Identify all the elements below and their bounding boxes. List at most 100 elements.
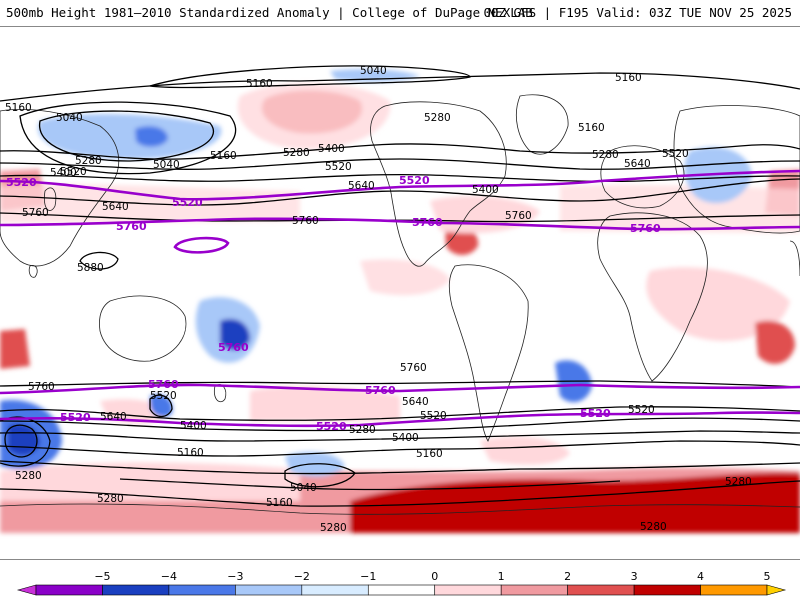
colorbar-swatch xyxy=(235,584,303,596)
contour-label: 5520 xyxy=(150,390,177,402)
contour-label: 5160 xyxy=(246,78,273,90)
coast-india xyxy=(789,240,800,277)
colorbar-swatch xyxy=(35,584,103,596)
contour-5160-north xyxy=(0,72,800,102)
map-title: 500mb Height 1981–2010 Standardized Anom… xyxy=(6,5,533,20)
contour-antarctic-5160 xyxy=(119,478,621,491)
contour-label: 5280 xyxy=(97,493,124,505)
contour-label: 5160 xyxy=(578,122,605,134)
contour-label: 5280 xyxy=(725,476,752,488)
purple-contour-label: 5760 xyxy=(148,378,179,391)
contour-label: 5400 xyxy=(50,167,77,179)
contour-label: 5400 xyxy=(392,432,419,444)
contour-label: 5640 xyxy=(402,396,429,408)
contour-5040-south-loop xyxy=(284,463,356,488)
purple-contour-5520-south xyxy=(0,411,800,428)
purple-contour-label: 5760 xyxy=(630,222,661,235)
colorbar-swatch xyxy=(766,584,787,596)
contour-label: 5640 xyxy=(100,411,127,423)
anomaly-positive-tropics xyxy=(360,259,450,296)
contour-label: 5760 xyxy=(22,207,49,219)
contour-label: 5160 xyxy=(615,72,642,84)
contour-5760-north xyxy=(0,212,800,223)
purple-contour-label: 5760 xyxy=(218,341,249,354)
colorbar-tick-label: −3 xyxy=(227,570,243,583)
contour-5400-band xyxy=(0,158,800,170)
colorbar-tick-label: −5 xyxy=(94,570,110,583)
anomaly-negative-south-pacific-core xyxy=(220,319,250,351)
colorbar-tick-label: −2 xyxy=(294,570,310,583)
purple-contour-5760-north xyxy=(0,217,800,231)
purple-label-group: 5520 5520 5520 5760 5760 5760 5760 5760 … xyxy=(6,174,661,433)
coast-japan xyxy=(43,187,57,211)
coastlines xyxy=(0,94,800,515)
colorbar-swatch xyxy=(367,584,436,596)
anomaly-negative-pacific-small xyxy=(150,394,173,418)
contour-5640-south xyxy=(0,406,800,421)
contour-label: 5160 xyxy=(210,150,237,162)
contour-label: 5400 xyxy=(472,184,499,196)
contour-label: 5040 xyxy=(56,112,83,124)
colorbar-swatch xyxy=(500,584,568,596)
contour-5880-loop xyxy=(79,251,119,270)
colorbar-tick-label: 2 xyxy=(564,570,571,583)
anomaly-positive-indian-ocean xyxy=(755,320,795,364)
contour-label: 5280 xyxy=(320,522,347,534)
purple-contour-5760-south xyxy=(0,383,800,395)
coast-antarctica xyxy=(0,503,800,515)
contour-label: 5280 xyxy=(592,149,619,161)
anomaly-positive-south-atlantic xyxy=(480,436,570,465)
contour-5760-south xyxy=(0,380,800,388)
contour-5160-loop xyxy=(19,101,237,175)
colorbar-swatches xyxy=(16,584,787,596)
contour-label: 5400 xyxy=(180,420,207,432)
purple-contour-label: 5520 xyxy=(6,176,37,189)
colorbar-swatch xyxy=(168,584,236,596)
colorbar-swatch xyxy=(16,584,37,596)
contour-label: 5160 xyxy=(416,448,443,460)
contour-label: 5160 xyxy=(5,102,32,114)
anomaly-positive-south-pacific xyxy=(250,386,400,421)
colorbar-tick-label: −4 xyxy=(161,570,177,583)
contour-label: 5040 xyxy=(153,159,180,171)
coast-africa xyxy=(597,212,708,382)
contour-south-pacific-loop xyxy=(149,394,173,418)
contour-label: 5040 xyxy=(360,65,387,77)
contour-label: 5760 xyxy=(505,210,532,222)
height-contours xyxy=(0,65,800,507)
contour-label: 5880 xyxy=(77,262,104,274)
contour-label: 5280 xyxy=(424,112,451,124)
colorbar-swatch xyxy=(301,584,369,596)
anomaly-map: 5040 5160 5160 5160 5160 5040 5040 5160 … xyxy=(0,65,800,534)
anomaly-shading xyxy=(0,68,800,533)
coast-south-america xyxy=(448,264,529,442)
anomaly-positive-eu-band xyxy=(560,184,800,233)
contour-5400-south xyxy=(0,430,800,442)
contour-label: 5280 xyxy=(349,424,376,436)
contour-5040-low xyxy=(39,110,215,162)
contour-5640-band xyxy=(0,178,800,206)
purple-contour-label: 5520 xyxy=(60,411,91,424)
colorbar-swatch xyxy=(567,584,635,596)
contour-5160-south xyxy=(0,460,800,475)
contour-5280-band xyxy=(0,143,800,160)
contour-label: 5520 xyxy=(420,410,447,422)
contour-label: 5160 xyxy=(177,447,204,459)
anomaly-positive-africa xyxy=(646,267,790,341)
contour-label: 5640 xyxy=(624,158,651,170)
purple-contour-5760-loop xyxy=(173,236,230,254)
coast-europe xyxy=(600,145,685,209)
anomaly-positive-west-indian xyxy=(0,329,30,369)
contour-label: 5640 xyxy=(102,201,129,213)
contour-label: 5520 xyxy=(60,166,87,178)
colorbar-tick-label: −1 xyxy=(360,570,376,583)
purple-contour-5520-north xyxy=(0,169,800,201)
contour-label: 5280 xyxy=(75,155,102,167)
colorbar-tick-label: 4 xyxy=(697,570,704,583)
contour-label: 5280 xyxy=(15,470,42,482)
colorbar-swatch xyxy=(700,584,768,596)
anomaly-positive-arctic-halo xyxy=(237,83,391,150)
anomaly-negative-arctic xyxy=(38,113,222,160)
contour-label: 5760 xyxy=(28,381,55,393)
contour-label: 5520 xyxy=(628,404,655,416)
